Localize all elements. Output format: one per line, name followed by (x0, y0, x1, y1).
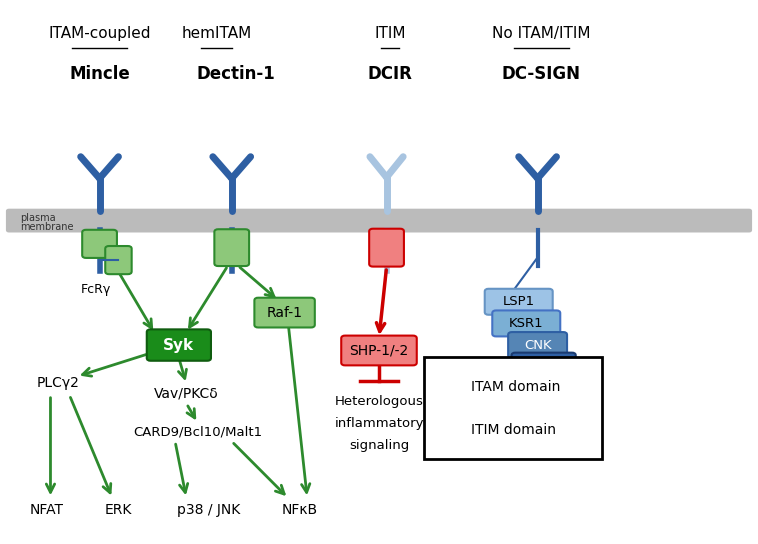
Text: NFκB: NFκB (282, 503, 318, 517)
FancyBboxPatch shape (255, 298, 315, 327)
Text: PLCγ2: PLCγ2 (36, 376, 80, 390)
FancyBboxPatch shape (484, 289, 553, 315)
Text: inflammatory: inflammatory (334, 417, 424, 430)
FancyBboxPatch shape (439, 413, 468, 447)
FancyBboxPatch shape (6, 209, 752, 232)
FancyBboxPatch shape (341, 336, 417, 366)
Text: p38 / JNK: p38 / JNK (177, 503, 241, 517)
Text: Vav/PKCδ: Vav/PKCδ (154, 387, 219, 401)
Text: plasma: plasma (20, 213, 56, 223)
Text: Raf-1: Raf-1 (267, 306, 302, 319)
FancyBboxPatch shape (215, 229, 249, 266)
Text: hemITAM: hemITAM (181, 26, 252, 41)
FancyBboxPatch shape (147, 329, 211, 361)
Text: NFAT: NFAT (30, 503, 64, 517)
Text: signaling: signaling (349, 438, 409, 452)
Text: CARD9/Bcl10/Malt1: CARD9/Bcl10/Malt1 (133, 425, 262, 438)
Text: Heterologous: Heterologous (334, 395, 424, 409)
FancyBboxPatch shape (105, 246, 132, 274)
Text: ITAM domain: ITAM domain (471, 380, 560, 394)
Text: Syk: Syk (163, 338, 195, 353)
FancyBboxPatch shape (512, 353, 576, 381)
Text: No ITAM/ITIM: No ITAM/ITIM (492, 26, 590, 41)
Text: LSP1: LSP1 (503, 295, 535, 308)
FancyBboxPatch shape (439, 370, 468, 404)
Text: membrane: membrane (20, 221, 74, 232)
FancyBboxPatch shape (82, 230, 117, 258)
Text: Dectin-1: Dectin-1 (196, 65, 275, 83)
Text: ERK: ERK (105, 503, 132, 517)
Text: Raf-1: Raf-1 (527, 360, 561, 373)
Text: KSR1: KSR1 (509, 317, 543, 330)
Text: DC-SIGN: DC-SIGN (502, 65, 581, 83)
FancyBboxPatch shape (424, 357, 602, 459)
Text: Mincle: Mincle (69, 65, 130, 83)
Text: DCIR: DCIR (368, 65, 413, 83)
FancyBboxPatch shape (508, 332, 567, 358)
FancyBboxPatch shape (492, 311, 560, 336)
Text: SHP-1/-2: SHP-1/-2 (349, 343, 409, 357)
Text: ITIM: ITIM (374, 26, 406, 41)
Text: ITAM-coupled: ITAM-coupled (49, 26, 151, 41)
Text: FcRγ: FcRγ (80, 283, 111, 296)
FancyBboxPatch shape (369, 228, 404, 267)
Text: CNK: CNK (524, 338, 551, 351)
Text: ITIM domain: ITIM domain (471, 423, 556, 437)
